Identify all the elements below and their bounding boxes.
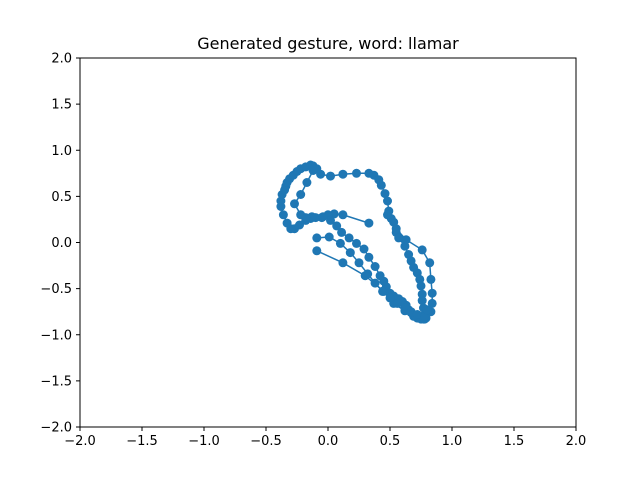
- y-tick-label: −1.0: [40, 328, 72, 343]
- data-point: [426, 274, 436, 284]
- data-point: [427, 288, 437, 298]
- y-tick-label: 1.5: [51, 98, 72, 113]
- data-point: [401, 235, 411, 245]
- data-point: [359, 244, 369, 254]
- x-tick-label: −1.0: [188, 434, 220, 449]
- data-point: [422, 305, 432, 315]
- x-tick-label: 0.0: [318, 434, 339, 449]
- data-point: [412, 310, 422, 319]
- x-tick-label: 1.5: [504, 434, 525, 449]
- x-tick-label: −2.0: [64, 434, 96, 449]
- data-point: [363, 269, 373, 279]
- data-point: [352, 168, 361, 178]
- data-point: [318, 212, 328, 222]
- y-axis: 2.0 1.5 1.0 0.5 0.0 −0.5 −1.0 −1.5 −2.0: [40, 52, 80, 436]
- data-point: [383, 210, 392, 220]
- data-point: [370, 262, 380, 271]
- data-point: [344, 233, 354, 243]
- data-point: [316, 169, 326, 179]
- data-point: [302, 178, 312, 187]
- x-tick-label: −1.5: [126, 434, 158, 449]
- data-point: [278, 210, 288, 220]
- data-point: [352, 238, 361, 248]
- data-point: [385, 293, 395, 303]
- data-point: [417, 296, 427, 306]
- data-point: [335, 238, 345, 248]
- data-point: [383, 196, 392, 206]
- data-point: [290, 199, 299, 209]
- x-tick-label: 2.0: [566, 434, 587, 449]
- y-tick-label: 1.0: [51, 144, 72, 159]
- data-point: [380, 189, 390, 199]
- y-tick-label: −1.5: [40, 374, 72, 389]
- plot-area: [80, 58, 576, 427]
- data-point: [345, 248, 355, 258]
- data-point: [417, 245, 427, 255]
- data-point: [376, 180, 386, 190]
- data-point: [425, 258, 435, 268]
- data-point: [338, 258, 348, 268]
- y-tick-label: −0.5: [40, 282, 72, 297]
- data-point: [312, 246, 322, 256]
- data-point: [370, 278, 380, 288]
- data-point: [364, 252, 374, 262]
- data-point: [309, 164, 319, 174]
- data-point: [364, 218, 374, 228]
- data-point: [338, 210, 348, 220]
- x-tick-label: −0.5: [250, 434, 282, 449]
- data-point: [282, 218, 292, 228]
- data-point: [324, 232, 334, 242]
- y-tick-label: 0.0: [51, 236, 72, 251]
- data-point: [338, 169, 348, 179]
- data-point: [394, 233, 404, 243]
- data-point: [416, 281, 426, 291]
- data-point: [332, 221, 342, 231]
- data-point: [326, 215, 335, 225]
- x-tick-label: 0.5: [380, 434, 401, 449]
- data-point: [326, 171, 335, 181]
- data-point: [417, 289, 427, 299]
- x-axis: −2.0 −1.5 −1.0 −0.5 0.0 0.5 1.0 1.5 2.0: [64, 427, 586, 449]
- x-tick-label: 1.0: [442, 434, 463, 449]
- y-tick-label: −2.0: [40, 421, 72, 436]
- data-point: [296, 190, 306, 199]
- y-tick-label: 2.0: [51, 52, 72, 67]
- data-point: [354, 258, 364, 268]
- data-point: [378, 286, 388, 296]
- series-layer: [276, 160, 437, 324]
- chart-title: Generated gesture, word: llamar: [197, 34, 459, 53]
- data-point: [391, 224, 401, 234]
- data-point: [392, 298, 402, 308]
- data-point: [296, 210, 306, 220]
- y-tick-label: 0.5: [51, 190, 72, 205]
- data-point: [427, 298, 437, 308]
- data-point: [337, 227, 347, 237]
- data-point: [312, 233, 322, 243]
- data-point: [375, 271, 385, 281]
